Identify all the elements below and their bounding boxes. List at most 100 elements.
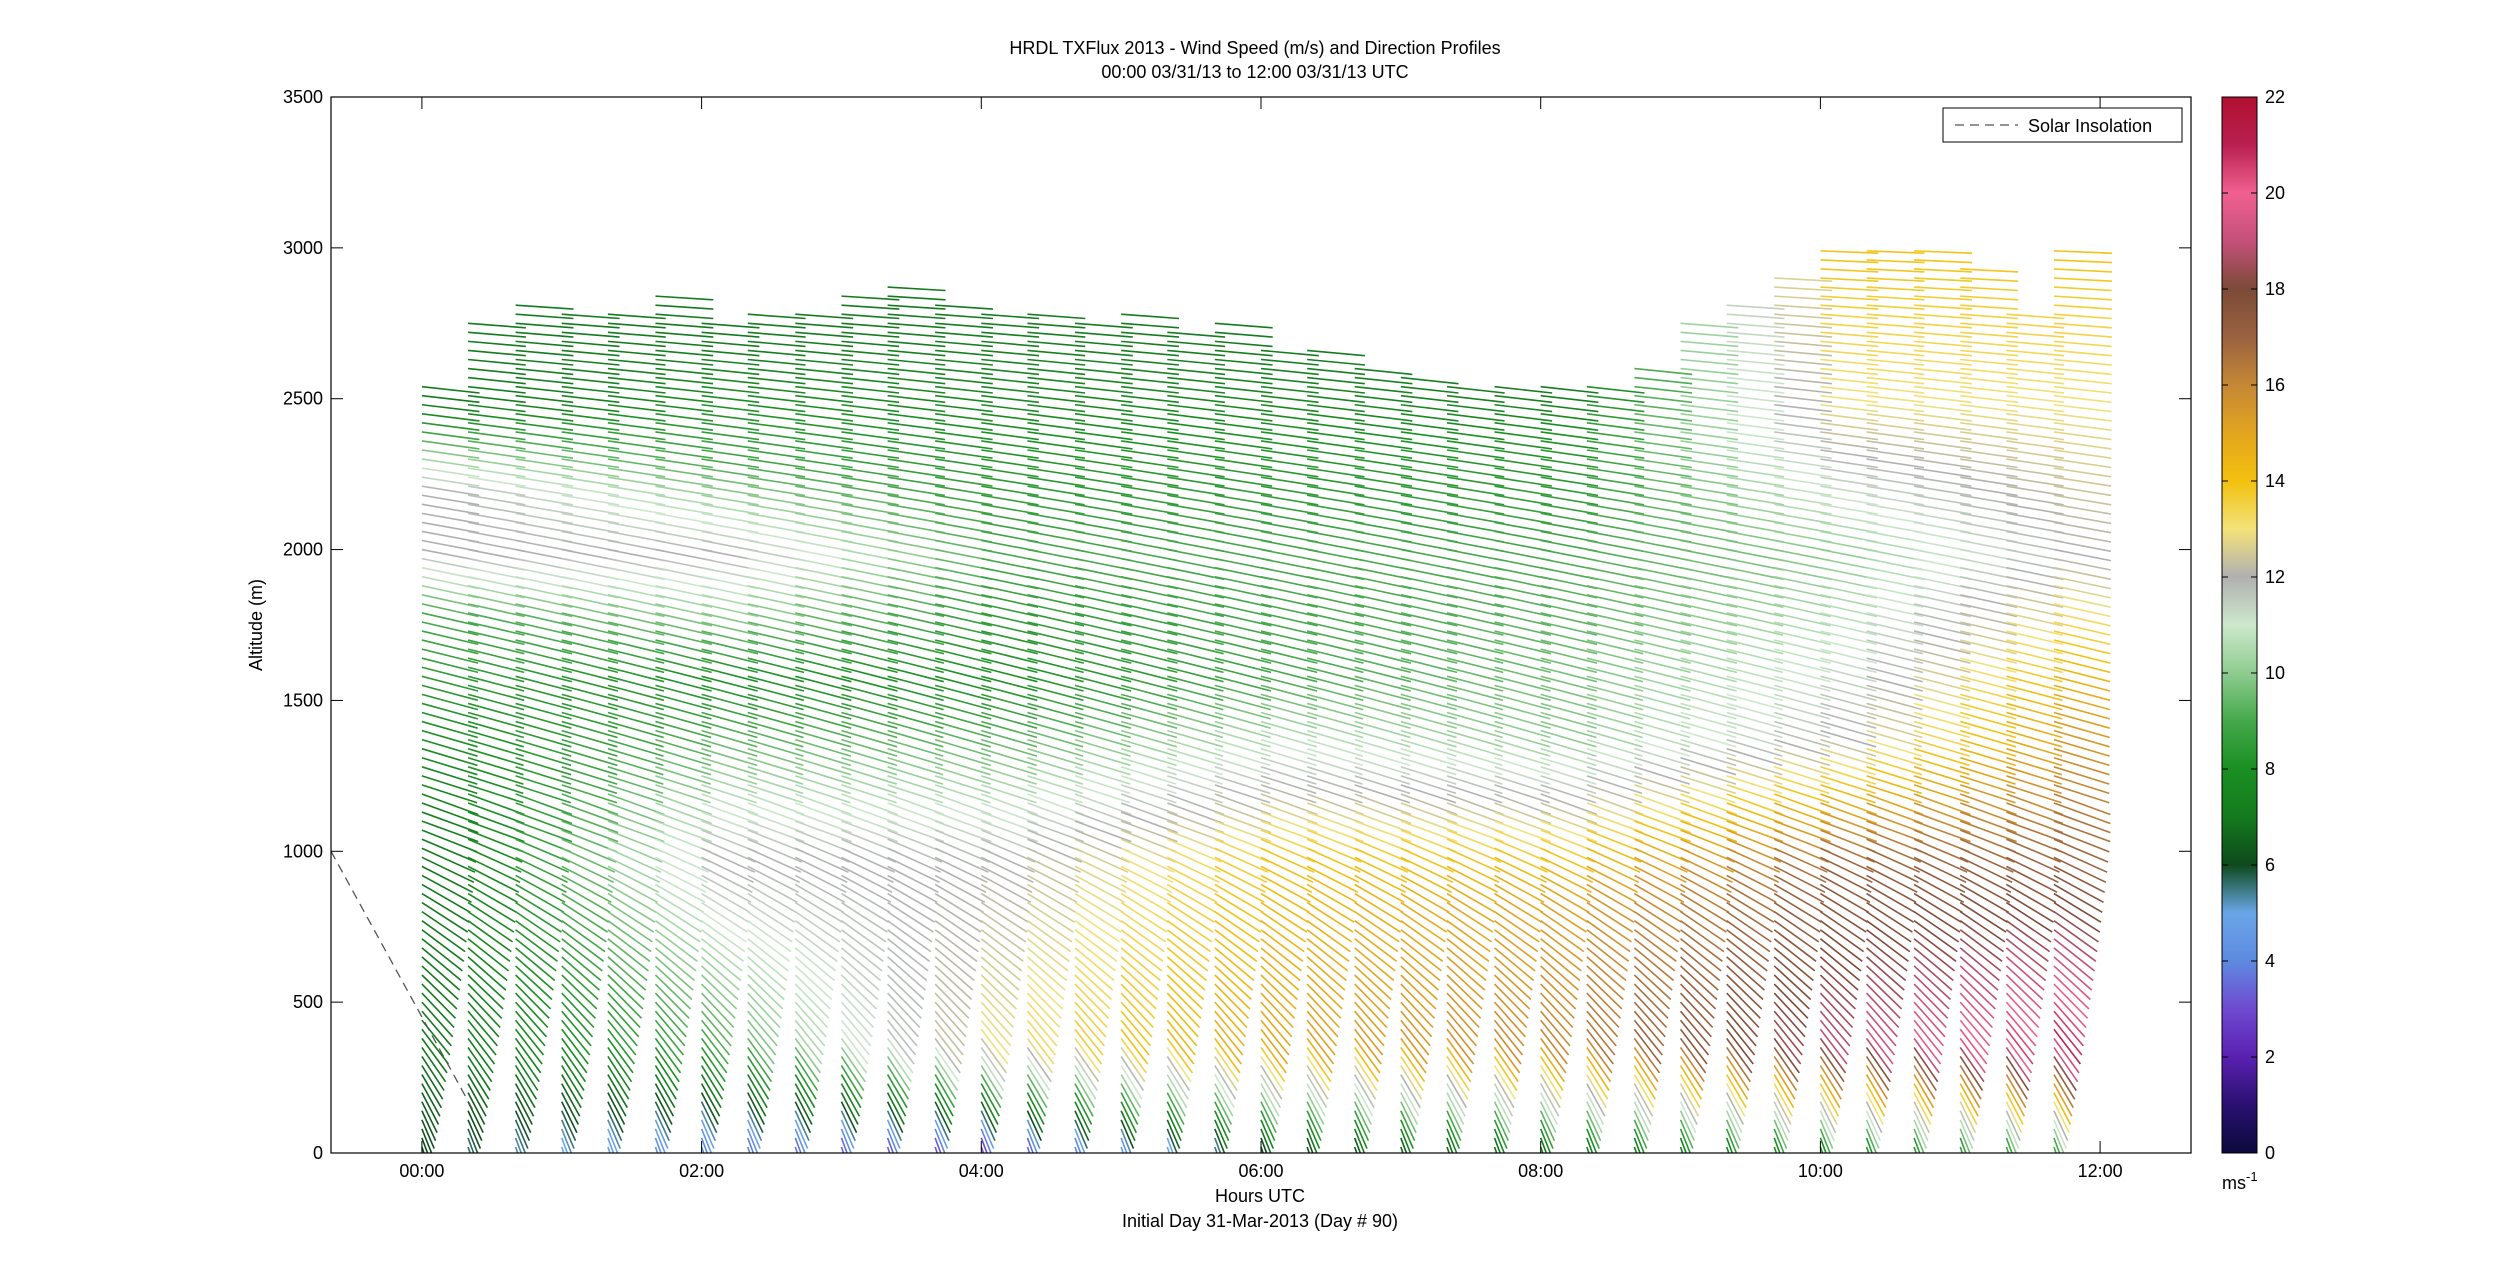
wind-barb <box>1586 938 1628 972</box>
wind-barb <box>795 612 853 627</box>
wind-barb <box>1634 458 1692 469</box>
wind-barb <box>1214 1128 1226 1153</box>
wind-barb <box>1354 865 1406 894</box>
wind-barb <box>1586 1028 1614 1065</box>
wind-barb <box>467 630 525 646</box>
wind-barb <box>1307 458 1365 469</box>
chart-title: HRDL TXFlux 2013 - Wind Speed (m/s) and … <box>1009 38 1500 58</box>
wind-barb <box>1074 929 1118 962</box>
wind-barb <box>887 512 945 525</box>
wind-barb <box>1866 901 1913 933</box>
wind-barb <box>1540 385 1599 394</box>
wind-barb <box>607 811 665 834</box>
wind-barb <box>1540 775 1597 795</box>
wind-barb <box>1819 1028 1848 1065</box>
wind-barb <box>1960 756 2016 776</box>
wind-barb <box>1586 820 1644 843</box>
wind-barb <box>515 422 574 431</box>
wind-barb <box>1726 1019 1756 1056</box>
wind-barb <box>1914 259 1973 264</box>
wind-barb <box>795 820 852 843</box>
colorbar-tick-label: 20 <box>2265 183 2285 203</box>
wind-barb <box>655 793 713 816</box>
wind-barb <box>1166 910 1213 943</box>
wind-barb <box>1726 784 1783 804</box>
wind-barb <box>1726 403 1785 413</box>
wind-barb <box>467 784 524 804</box>
wind-barb <box>1913 630 1971 646</box>
wind-barb <box>467 838 523 863</box>
wind-barb <box>1773 974 1810 1010</box>
wind-barb <box>1819 1119 1834 1149</box>
wind-barb <box>2005 938 2048 972</box>
wind-barb <box>1446 467 1505 478</box>
wind-barb <box>2053 838 2109 863</box>
wind-barb <box>607 403 666 413</box>
wind-barb <box>1306 856 1360 884</box>
wind-barb <box>2053 521 2112 534</box>
wind-barb <box>467 766 524 785</box>
wind-barb <box>1726 1037 1753 1074</box>
wind-barb <box>1306 829 1363 853</box>
wind-barb <box>841 422 900 431</box>
wind-barb <box>515 322 574 329</box>
wind-barb <box>607 711 664 729</box>
wind-barb <box>935 331 994 338</box>
wind-barb <box>1027 720 1084 739</box>
wind-barb <box>467 865 520 894</box>
wind-barb <box>1680 892 1729 923</box>
wind-barb <box>980 1119 995 1149</box>
wind-barb <box>2053 802 2111 825</box>
wind-barb <box>421 403 480 413</box>
wind-barb <box>887 901 934 933</box>
wind-barb <box>1306 720 1364 739</box>
wind-barb <box>607 1128 619 1153</box>
wind-barb <box>607 874 658 904</box>
wind-barb <box>1446 1037 1473 1074</box>
wind-barb <box>1540 983 1575 1019</box>
wind-barb <box>655 702 712 720</box>
wind-barb <box>654 983 690 1019</box>
wind-barb <box>981 738 1038 757</box>
wind-barb <box>2006 512 2064 525</box>
wind-barb <box>1260 738 1317 757</box>
wind-barb <box>1260 811 1318 834</box>
wind-barb <box>607 621 665 636</box>
wind-barb <box>841 910 887 943</box>
wind-barb <box>1494 476 1553 487</box>
wind-barb <box>1306 1137 1314 1153</box>
wind-barb <box>1074 476 1133 487</box>
wind-barb <box>1774 639 1831 655</box>
wind-barb <box>1120 820 1178 843</box>
wind-barb <box>1725 1146 1730 1153</box>
wind-barb <box>1074 1110 1090 1142</box>
wind-barb <box>887 467 946 478</box>
wind-barb <box>1773 938 1816 972</box>
wind-barb <box>887 594 945 608</box>
wind-barb <box>1167 485 1225 497</box>
wind-barb <box>840 974 878 1010</box>
wind-barb <box>701 467 760 478</box>
wind-barb <box>1027 729 1084 748</box>
wind-barb <box>1353 1101 1371 1134</box>
wind-barb <box>1494 738 1551 757</box>
wind-barb <box>1960 603 2018 618</box>
wind-barb <box>1400 1037 1427 1074</box>
wind-barb <box>747 413 806 422</box>
wind-barb <box>1214 992 1248 1029</box>
wind-barb <box>1959 874 2011 904</box>
wind-barb <box>421 929 465 962</box>
wind-barb <box>1773 1046 1799 1083</box>
wind-barb <box>1214 820 1272 843</box>
wind-barb <box>1634 503 1692 515</box>
wind-barb <box>561 1110 577 1142</box>
wind-barb <box>980 1110 996 1142</box>
wind-barb <box>654 956 694 991</box>
wind-barb <box>1634 666 1691 683</box>
wind-barb <box>2053 612 2111 627</box>
wind-barb <box>607 367 666 376</box>
wind-barb <box>1493 1065 1516 1100</box>
wind-barb <box>1446 892 1495 923</box>
wind-barb <box>607 856 661 884</box>
wind-barb <box>421 1119 435 1149</box>
